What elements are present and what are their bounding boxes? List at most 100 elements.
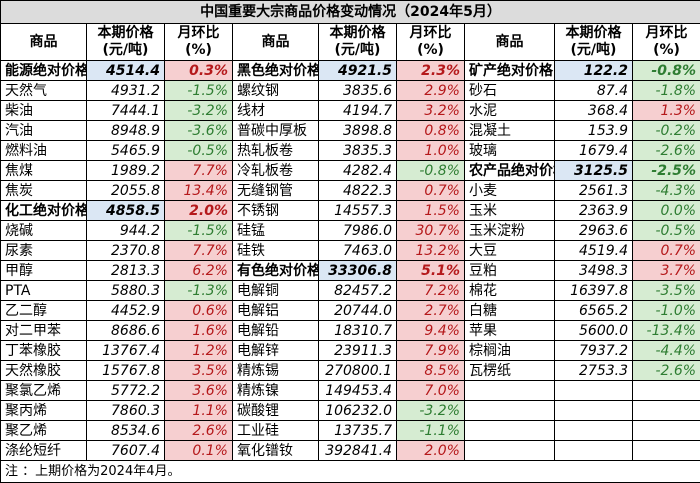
commodity-name-cell: 水泥 (465, 101, 555, 121)
header-price-3: 本期价格(元/吨) (555, 24, 633, 61)
commodity-name-cell: 氧化镨钕 (233, 441, 319, 461)
commodity-price-cell: 2753.3 (555, 361, 633, 381)
commodity-change-cell: 3.6% (165, 381, 233, 401)
commodity-price-cell: 82457.2 (319, 281, 397, 301)
empty-cell (633, 381, 700, 401)
commodity-name-cell: 精炼锡 (233, 361, 319, 381)
commodity-change-cell: 1.3% (633, 101, 700, 121)
commodity-name-cell: PTA (1, 281, 87, 301)
commodity-price-cell: 7986.0 (319, 221, 397, 241)
commodity-price-cell: 4519.4 (555, 241, 633, 261)
commodity-change-cell: -1.1% (397, 421, 465, 441)
header-price-line1: 本期价格 (566, 25, 622, 41)
empty-cell (555, 421, 633, 441)
commodity-price-cell: 7860.3 (87, 401, 165, 421)
commodity-name-cell: 电解铅 (233, 321, 319, 341)
commodity-change-cell: -1.8% (633, 81, 700, 101)
commodity-name-cell: 天然橡胶 (1, 361, 87, 381)
commodity-change-cell: -3.5% (633, 281, 700, 301)
commodity-price-cell: 5600.0 (555, 321, 633, 341)
commodity-change-cell: -3.6% (165, 121, 233, 141)
category-price-cell: 3125.5 (555, 161, 633, 181)
commodity-price-cell: 3835.6 (319, 81, 397, 101)
commodity-price-cell: 2055.8 (87, 181, 165, 201)
commodity-price-cell: 392841.4 (319, 441, 397, 461)
category-change-cell: 2.3% (397, 61, 465, 81)
commodity-name-cell: 聚氯乙烯 (1, 381, 87, 401)
commodity-change-cell: 7.7% (165, 161, 233, 181)
title-row: 中国重要大宗商品价格变动情况（2024年5月） (1, 1, 700, 24)
commodity-price-cell: 5465.9 (87, 141, 165, 161)
category-price-cell: 4921.5 (319, 61, 397, 81)
commodity-name-cell: 线材 (233, 101, 319, 121)
header-price-line2: (元/吨) (335, 42, 381, 58)
commodity-price-cell: 4822.3 (319, 181, 397, 201)
commodity-change-cell: 7.2% (397, 281, 465, 301)
header-change-line2: (%) (185, 42, 212, 58)
commodity-price-cell: 2363.9 (555, 201, 633, 221)
commodity-price-cell: 2813.3 (87, 261, 165, 281)
empty-cell (555, 401, 633, 421)
header-product-1: 商品 (1, 24, 87, 61)
empty-cell (465, 441, 555, 461)
commodity-name-cell: 聚丙烯 (1, 401, 87, 421)
commodity-price-cell: 7937.2 (555, 341, 633, 361)
empty-cell (465, 401, 555, 421)
commodity-name-cell: 螺纹钢 (233, 81, 319, 101)
commodity-name-cell: 砂石 (465, 81, 555, 101)
table-title: 中国重要大宗商品价格变动情况（2024年5月） (1, 1, 700, 24)
commodity-price-cell: 2561.3 (555, 181, 633, 201)
category-name-cell: 黑色绝对价格 (233, 61, 319, 81)
commodity-change-cell: 1.0% (397, 141, 465, 161)
commodity-change-cell: 0.8% (397, 121, 465, 141)
header-change-line1: 月环比 (178, 25, 220, 41)
commodity-price-cell: 8534.6 (87, 421, 165, 441)
header-change-2: 月环比(%) (397, 24, 465, 61)
commodity-change-cell: 0.1% (165, 441, 233, 461)
commodity-change-cell: -4.4% (633, 341, 700, 361)
commodity-change-cell: -1.3% (165, 281, 233, 301)
category-name-cell: 矿产绝对价格 (465, 61, 555, 81)
commodity-change-cell: 2.6% (165, 421, 233, 441)
commodity-change-cell: 3.7% (633, 261, 700, 281)
commodity-name-cell: 苹果 (465, 321, 555, 341)
commodity-change-cell: 1.2% (165, 341, 233, 361)
commodity-name-cell: 甲醇 (1, 261, 87, 281)
header-change-line1: 月环比 (646, 25, 688, 41)
header-row: 商品 本期价格(元/吨) 月环比(%) 商品 本期价格(元/吨) 月环比(%) … (1, 24, 700, 61)
commodity-price-cell: 4452.9 (87, 301, 165, 321)
category-change-cell: 2.0% (165, 201, 233, 221)
header-change-1: 月环比(%) (165, 24, 233, 61)
commodity-price-cell: 20744.0 (319, 301, 397, 321)
commodity-name-cell: 精炼镍 (233, 381, 319, 401)
commodity-change-cell: 2.7% (397, 301, 465, 321)
commodity-price-cell: 149453.4 (319, 381, 397, 401)
commodity-name-cell: 冷轧板卷 (233, 161, 319, 181)
commodity-change-cell: 6.2% (165, 261, 233, 281)
commodity-change-cell: -0.8% (397, 161, 465, 181)
header-change-line2: (%) (653, 42, 680, 58)
commodity-price-cell: 13767.4 (87, 341, 165, 361)
commodity-price-cell: 18310.7 (319, 321, 397, 341)
commodity-change-cell: 3.2% (397, 101, 465, 121)
commodity-price-cell: 7463.0 (319, 241, 397, 261)
note-row: 注 ：上期价格为2024年4月。 (1, 461, 700, 483)
commodity-change-cell: 13.2% (397, 241, 465, 261)
commodity-price-cell: 1679.4 (555, 141, 633, 161)
header-price-line2: (元/吨) (571, 42, 617, 58)
commodity-price-cell: 8686.6 (87, 321, 165, 341)
category-change-cell: -2.5% (633, 161, 700, 181)
category-name-cell: 农产品绝对价格 (465, 161, 555, 181)
commodity-change-cell: 1.1% (165, 401, 233, 421)
commodity-price-cell: 1989.2 (87, 161, 165, 181)
commodity-price-cell: 153.9 (555, 121, 633, 141)
